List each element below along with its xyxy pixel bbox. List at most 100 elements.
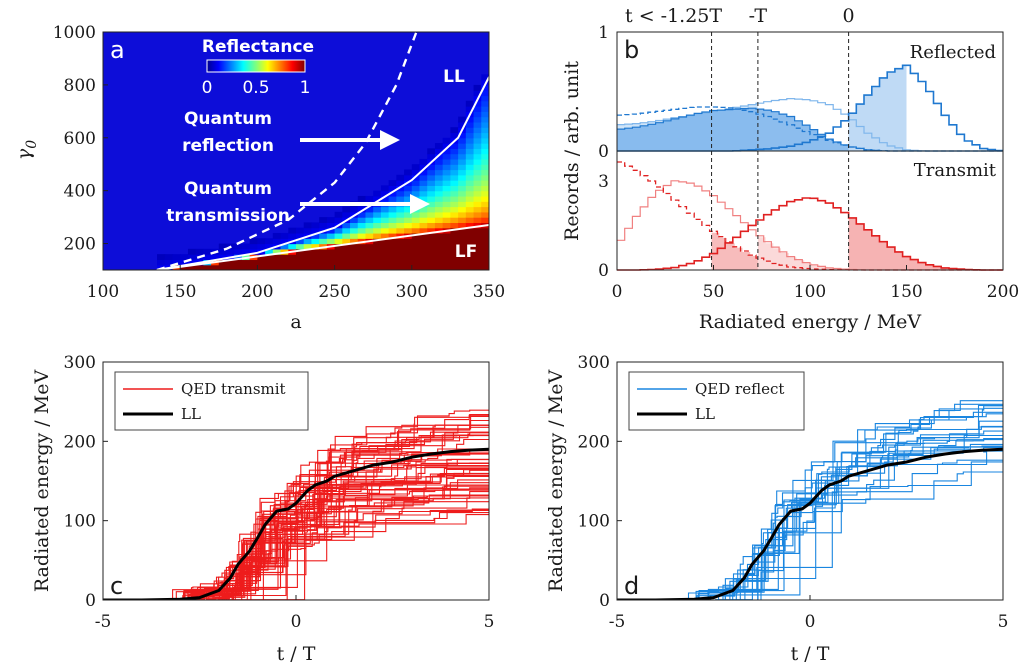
heatmap-cell bbox=[396, 264, 405, 270]
heatmap-cell bbox=[373, 232, 382, 239]
heatmap-cell bbox=[473, 195, 482, 202]
heatmap-cell bbox=[419, 164, 428, 171]
heatmap-cell bbox=[396, 190, 405, 197]
heatmap-cell bbox=[326, 222, 336, 229]
heatmap-cell bbox=[442, 164, 451, 171]
heatmap-cell bbox=[164, 259, 174, 266]
heatmap-cell bbox=[473, 106, 482, 112]
heatmap-cell bbox=[434, 164, 444, 171]
heatmap-cell bbox=[450, 169, 459, 176]
heatmap-cell bbox=[234, 259, 243, 266]
heatmap-cell bbox=[442, 211, 451, 218]
heatmap-cell bbox=[303, 227, 313, 234]
heatmap-cell bbox=[404, 254, 413, 261]
heatmap-cell bbox=[473, 158, 482, 165]
heatmap-cell bbox=[450, 211, 459, 218]
heatmap-cell bbox=[280, 259, 289, 266]
heatmap-cell bbox=[257, 243, 266, 250]
heatmap-cell bbox=[465, 158, 475, 165]
heatmap-cell bbox=[450, 259, 459, 266]
heatmap-cell bbox=[419, 169, 428, 176]
heatmap-cell bbox=[357, 254, 367, 261]
x-tick-label: 100 bbox=[87, 282, 119, 302]
lf-boundary-line bbox=[156, 224, 489, 270]
heatmap-cell bbox=[427, 206, 436, 213]
heatmap-cell bbox=[481, 243, 489, 250]
heatmap-cell bbox=[326, 254, 336, 261]
legend-c: QED transmit LL bbox=[114, 371, 309, 431]
panel-a-ylabel: γ0 bbox=[13, 140, 40, 160]
heatmap-cell bbox=[442, 201, 451, 208]
legend-c-ll-label: LL bbox=[181, 405, 201, 423]
heatmap-cell bbox=[357, 206, 367, 213]
heatmap-cell bbox=[280, 254, 289, 261]
colorbar-tick-0: 0 bbox=[202, 78, 213, 98]
heatmap-cell bbox=[481, 164, 489, 171]
heatmap-cell bbox=[157, 259, 166, 266]
annotation-quantum-reflection-2: reflection bbox=[182, 136, 274, 156]
annotation-quantum-reflection-1: Quantum bbox=[184, 109, 272, 129]
heatmap-cell bbox=[411, 206, 421, 213]
heatmap-cell bbox=[450, 201, 459, 208]
x-tick-label: 5 bbox=[484, 612, 495, 632]
heatmap-cell bbox=[226, 248, 235, 255]
heatmap-cell bbox=[303, 254, 313, 261]
annotation-quantum-transmission-2: transmission bbox=[166, 206, 290, 226]
heatmap-cell bbox=[218, 259, 228, 266]
label-ll: LL bbox=[443, 67, 465, 87]
heatmap-cell bbox=[187, 259, 197, 266]
heatmap-cell bbox=[342, 206, 351, 213]
x-tick-label: 300 bbox=[396, 282, 428, 302]
heatmap-cell bbox=[419, 264, 428, 270]
heatmap-cell bbox=[357, 232, 367, 239]
heatmap-cell bbox=[288, 254, 297, 261]
panel-d-ylabel: Radiated energy / MeV bbox=[545, 370, 567, 593]
heatmap-cell bbox=[481, 116, 489, 123]
panel-b-histograms: t < -1.25T -T 0 b Reflected Transmit 0 50 10… bbox=[561, 5, 1019, 333]
heatmap-cell bbox=[473, 164, 482, 171]
heatmap-cell bbox=[334, 238, 343, 245]
heatmap-cell bbox=[404, 169, 413, 176]
heatmap-cell bbox=[465, 195, 475, 202]
heatmap-cell bbox=[450, 243, 459, 250]
heatmap-cell bbox=[396, 180, 405, 186]
y-tick-label: 100 bbox=[64, 512, 96, 532]
heatmap-cell bbox=[342, 211, 351, 218]
heatmap-cell bbox=[404, 243, 413, 250]
colorbar-tick-mid: 0.5 bbox=[242, 78, 269, 98]
heatmap-cell bbox=[380, 238, 390, 245]
heatmap-cell bbox=[365, 243, 374, 250]
heatmap-cell bbox=[458, 169, 467, 176]
heatmap-cell bbox=[427, 248, 436, 255]
heatmap-cell bbox=[326, 227, 336, 234]
heatmap-cell bbox=[303, 222, 313, 229]
heatmap-cell bbox=[265, 254, 274, 261]
heatmap-cell bbox=[342, 227, 351, 234]
heatmap-cell bbox=[442, 248, 451, 255]
heatmap-cell bbox=[465, 143, 475, 149]
heatmap-cell bbox=[195, 264, 204, 270]
heatmap-cell bbox=[411, 174, 421, 181]
label-lf: LF bbox=[455, 242, 477, 262]
heatmap-cell bbox=[411, 264, 421, 270]
heatmap-cell bbox=[226, 264, 235, 270]
heatmap-cell bbox=[218, 254, 228, 261]
x-tick-label: 250 bbox=[318, 282, 350, 302]
heatmap-cell bbox=[373, 211, 382, 218]
heatmap-cell bbox=[311, 222, 320, 229]
heatmap-cell bbox=[450, 164, 459, 171]
heatmap-cell bbox=[481, 84, 489, 91]
heatmap-cell bbox=[450, 217, 459, 223]
heatmap-cell bbox=[350, 243, 359, 250]
heatmap-cell bbox=[442, 148, 451, 155]
ll-curve-line bbox=[103, 447, 489, 600]
heatmap-cell bbox=[404, 195, 413, 202]
heatmap-cell bbox=[465, 190, 475, 197]
heatmap-cell bbox=[458, 185, 467, 192]
heatmap-cell bbox=[450, 190, 459, 197]
heatmap-cell bbox=[365, 217, 374, 223]
reflected-subplot bbox=[617, 64, 1003, 152]
heatmap-cell bbox=[419, 259, 428, 266]
